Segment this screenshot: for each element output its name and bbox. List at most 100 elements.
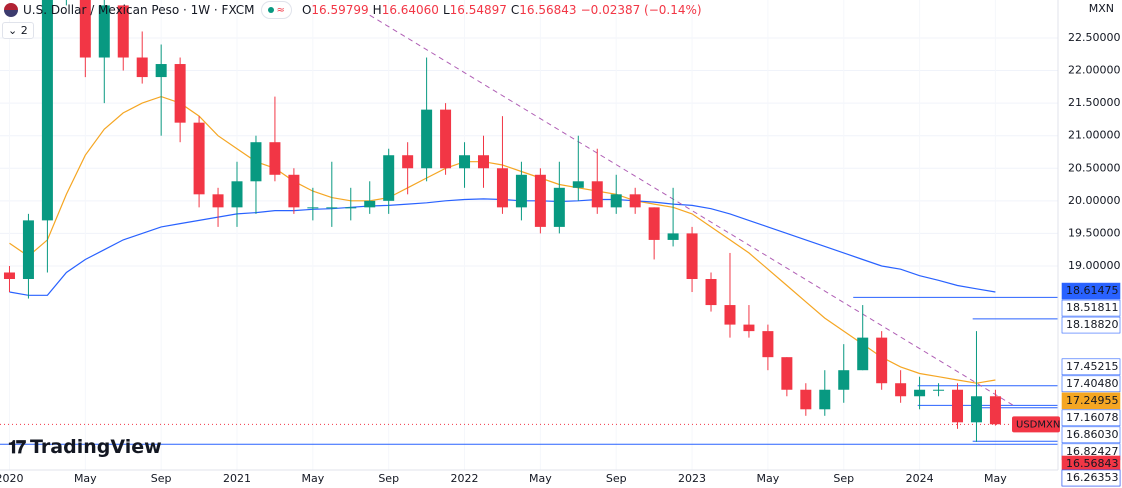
price-label: 16.82427 <box>1066 445 1119 458</box>
x-tick-label: Sep <box>606 472 627 485</box>
y-tick-label: 21.00000 <box>1068 129 1121 142</box>
candle-body <box>876 337 888 384</box>
ohlc-value: 16.59799 <box>311 3 369 17</box>
y-tick-label: 22.00000 <box>1068 64 1121 77</box>
candle-body <box>989 396 1001 425</box>
header: U.S. Dollar / Mexican Peso · 1W · FXCM ≈… <box>0 0 702 20</box>
candle-body <box>79 0 91 58</box>
price-label: 18.18820 <box>1066 318 1119 331</box>
price-label: 17.45215 <box>1066 360 1119 373</box>
candle-body <box>231 181 243 208</box>
candle-body <box>212 194 224 208</box>
price-label: 18.51811 <box>1066 301 1119 314</box>
candle-body <box>952 389 964 423</box>
ohlc-key: O <box>301 3 312 17</box>
candle-body <box>838 370 850 390</box>
ohlc-values: O16.59799 H16.64060 L16.54897 C16.56843 <box>298 3 577 17</box>
candle-body <box>440 109 452 169</box>
price-label-box <box>1061 282 1121 300</box>
candle-body <box>117 5 129 58</box>
x-tick-label: Sep <box>151 472 172 485</box>
flag-icon <box>4 3 18 17</box>
candle-body <box>572 181 584 188</box>
candle-body <box>402 155 414 169</box>
x-tick-label: 2021 <box>223 472 251 485</box>
price-label-box <box>1061 392 1121 410</box>
currency[interactable]: MXN <box>1088 2 1114 15</box>
candle-body <box>781 357 793 390</box>
candle-body <box>762 331 774 358</box>
x-tick-label: May <box>74 472 97 485</box>
x-tick-label: Sep <box>833 472 854 485</box>
candle-body <box>326 207 338 209</box>
candle-body <box>553 187 565 227</box>
x-tick-label: 2020 <box>0 472 23 485</box>
ohlc-value: 16.56843 <box>519 3 577 17</box>
candle-body <box>914 389 926 397</box>
candle-body <box>895 383 907 397</box>
price-label-box <box>1061 358 1121 376</box>
y-tick-label: 21.50000 <box>1068 96 1121 109</box>
candle-body <box>98 5 110 58</box>
candle-body <box>307 207 319 209</box>
x-tick-label: May <box>529 472 552 485</box>
candle-body <box>933 389 945 391</box>
price-label: 17.16078 <box>1066 411 1119 424</box>
candle-body <box>193 122 205 195</box>
candle-body <box>743 324 755 332</box>
price-label: 17.24955 <box>1066 394 1119 407</box>
candle-body <box>534 174 546 227</box>
indicators-toggle[interactable]: ⌄ 2 <box>2 22 34 39</box>
candle-body <box>496 168 508 208</box>
symbol-tag-box <box>1012 416 1060 433</box>
x-tick-label: 2022 <box>451 472 479 485</box>
candle-body <box>686 233 698 280</box>
y-tick-label: 19.50000 <box>1068 226 1121 239</box>
price-label: 17.40480 <box>1066 377 1119 390</box>
y-tick-label: 22.50000 <box>1068 31 1121 44</box>
market-status[interactable]: ≈ <box>260 1 292 19</box>
y-tick-label: 20.00000 <box>1068 194 1121 207</box>
price-label-box <box>1061 426 1121 444</box>
ohlc-key: L <box>442 3 450 17</box>
price-label-box <box>1061 316 1121 334</box>
candle-body <box>269 142 281 175</box>
x-tick-label: May <box>301 472 324 485</box>
candle-body <box>515 174 527 208</box>
x-tick-label: May <box>757 472 780 485</box>
candle-body <box>667 233 679 240</box>
candle-body <box>648 207 660 240</box>
symbol-title[interactable]: U.S. Dollar / Mexican Peso · 1W · FXCM <box>23 3 255 17</box>
symbol-tag: USDMXN <box>1016 419 1060 430</box>
candle-body <box>819 389 831 410</box>
price-label-box <box>1061 299 1121 317</box>
candle-body <box>22 220 34 280</box>
price-label-box <box>1061 409 1121 427</box>
candle-body <box>155 64 167 78</box>
x-tick-label: Sep <box>378 472 399 485</box>
price-label: 16.86030 <box>1066 428 1119 441</box>
candle-body <box>970 396 982 423</box>
x-tick-label: 2024 <box>906 472 934 485</box>
logo: 𝟏𝟕 TradingView <box>8 436 162 458</box>
x-tick-label: 2023 <box>678 472 706 485</box>
candle-body <box>364 200 376 208</box>
price-label: 16.26353 <box>1066 471 1119 484</box>
ohlc-key: C <box>510 3 520 17</box>
logo-text: TradingView <box>30 436 162 458</box>
candle-body <box>3 272 15 280</box>
candle-body <box>174 64 186 123</box>
price-label-box <box>1061 375 1121 393</box>
ohlc-value: 16.54897 <box>449 3 507 17</box>
x-tick-label: May <box>984 472 1007 485</box>
plot-area <box>0 0 1058 445</box>
y-tick-label: 19.00000 <box>1068 259 1121 272</box>
candle-body <box>421 109 433 169</box>
ohlc-key: H <box>372 3 382 17</box>
candle-body <box>250 142 262 182</box>
candle-body <box>610 194 622 208</box>
candle-body <box>857 337 869 371</box>
ohlc-value: 16.64060 <box>381 3 439 17</box>
y-tick-label: 20.50000 <box>1068 161 1121 174</box>
